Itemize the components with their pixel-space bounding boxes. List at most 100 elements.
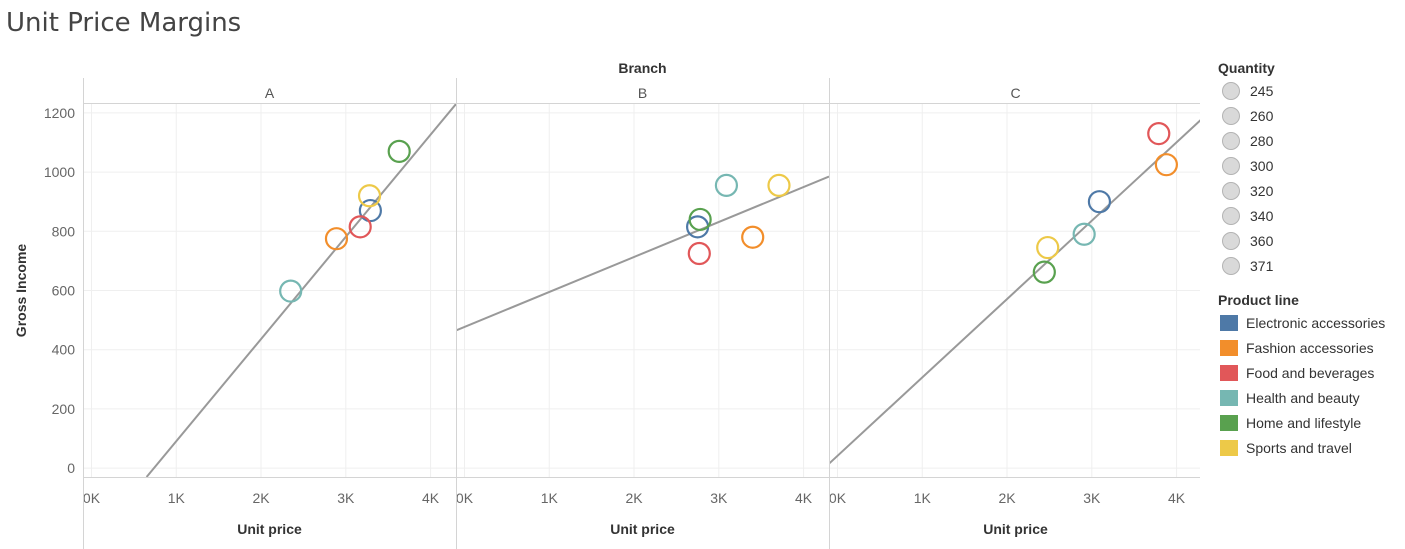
size-legend-label: 360 (1250, 232, 1274, 249)
size-legend-label: 260 (1250, 107, 1274, 124)
color-swatch (1220, 389, 1238, 406)
size-circle-icon (1222, 181, 1240, 200)
panel-A: A 0K 1K 2K 3K 4K Unit price (83, 85, 456, 537)
color-swatch (1220, 364, 1238, 381)
data-point (358, 198, 382, 223)
x-tick-label: 1K (914, 490, 932, 506)
color-legend-title: Product line (1218, 292, 1299, 308)
x-tick-label: 4K (422, 490, 440, 506)
y-tick-label: 0 (67, 460, 75, 476)
color-swatch (1220, 314, 1238, 331)
color-legend-item[interactable]: Fashion accessories (1218, 335, 1405, 360)
size-circle-icon (1222, 81, 1240, 100)
size-legend-label: 371 (1250, 257, 1274, 274)
size-legend-label: 280 (1250, 132, 1274, 149)
data-point (687, 241, 711, 266)
panel-header-C: C (1010, 85, 1020, 101)
data-point (1036, 235, 1060, 260)
data-point (1147, 122, 1171, 146)
size-circle-icon (1222, 106, 1240, 125)
size-legend-item[interactable]: 320 (1218, 178, 1405, 203)
color-legend-label: Food and beverages (1246, 364, 1375, 381)
x-tick-label: 1K (168, 490, 186, 506)
data-point (348, 215, 372, 239)
y-tick-label: 1000 (44, 164, 75, 180)
color-legend-item[interactable]: Sports and travel (1218, 435, 1405, 460)
size-circle-icon (1222, 131, 1240, 150)
x-tick-label: 4K (795, 490, 813, 506)
x-tick-label: 3K (710, 490, 728, 506)
size-legend-title: Quantity (1218, 60, 1275, 76)
size-legend-item[interactable]: 300 (1218, 153, 1405, 178)
color-legend-label: Sports and travel (1246, 439, 1352, 456)
y-tick-label: 600 (52, 283, 76, 299)
color-legend-item[interactable]: Health and beauty (1218, 385, 1405, 410)
size-legend-item[interactable]: 260 (1218, 103, 1405, 128)
size-circle-icon (1222, 206, 1240, 225)
x-tick-label: 2K (252, 490, 270, 506)
trend-line-C (829, 119, 1200, 465)
size-legend-label: 300 (1250, 157, 1274, 174)
size-legend-label: 320 (1250, 182, 1274, 199)
size-legend-item[interactable]: 245 (1218, 78, 1405, 103)
color-legend: Electronic accessories Fashion accessorie… (1218, 310, 1405, 460)
data-point (1087, 190, 1112, 214)
panel-header-B: B (638, 85, 647, 101)
size-circle-icon (1222, 256, 1240, 275)
size-legend-label: 340 (1250, 207, 1274, 224)
y-tick-label: 400 (52, 342, 76, 358)
data-point (1032, 260, 1056, 284)
x-tick-label: 4K (1168, 490, 1186, 506)
trend-line-B (456, 175, 829, 332)
x-tick-label: 3K (1083, 490, 1101, 506)
color-swatch (1220, 339, 1238, 356)
color-legend-label: Health and beauty (1246, 389, 1360, 406)
x-tick-label: 0K (829, 490, 847, 506)
data-point (1072, 222, 1096, 246)
color-legend-item[interactable]: Home and lifestyle (1218, 410, 1405, 435)
color-legend-item[interactable]: Food and beverages (1218, 360, 1405, 385)
panel-header-A: A (265, 85, 275, 101)
size-legend: 245 260 280 300 320 340 360 371 (1218, 78, 1405, 278)
scatter-chart: Branch Gross Income 0 200 400 600 800 1000 1200 A… (13, 60, 1200, 549)
data-point (324, 227, 349, 251)
data-point (741, 225, 765, 249)
y-tick-label: 200 (52, 401, 76, 417)
color-legend-label: Electronic accessories (1246, 314, 1386, 331)
legend: Quantity 245 260 280 300 320 340 360 371 Produc… (1218, 60, 1405, 460)
x-tick-label: 3K (337, 490, 355, 506)
data-point (688, 207, 712, 232)
x-tick-label: 0K (456, 490, 474, 506)
x-tick-label: 1K (541, 490, 559, 506)
size-legend-item[interactable]: 280 (1218, 128, 1405, 153)
size-circle-icon (1222, 156, 1240, 175)
x-axis-label: Unit price (237, 521, 302, 537)
size-legend-label: 245 (1250, 82, 1274, 99)
column-header: Branch (618, 60, 666, 76)
x-tick-label: 0K (83, 490, 101, 506)
y-tick-label: 800 (52, 223, 76, 239)
size-legend-item[interactable]: 360 (1218, 228, 1405, 253)
x-tick-label: 2K (625, 490, 643, 506)
x-axis-label: Unit price (610, 521, 675, 537)
color-legend-label: Home and lifestyle (1246, 414, 1362, 431)
color-swatch (1220, 439, 1238, 456)
data-point (767, 173, 791, 198)
x-axis-label: Unit price (983, 521, 1048, 537)
data-point (714, 173, 739, 198)
y-axis-label: Gross Income (13, 244, 29, 338)
size-circle-icon (1222, 231, 1240, 250)
color-legend-item[interactable]: Electronic accessories (1218, 310, 1405, 335)
data-point (357, 184, 382, 208)
panel-C: C 0K 1K 2K 3K 4K Unit price (829, 85, 1200, 537)
data-point (279, 279, 303, 303)
size-legend-item[interactable]: 340 (1218, 203, 1405, 228)
y-tick-label: 1200 (44, 105, 75, 121)
page-title: Unit Price Margins (6, 8, 242, 38)
x-tick-label: 2K (998, 490, 1016, 506)
color-swatch (1220, 414, 1238, 431)
data-point (387, 139, 411, 163)
data-point (1154, 153, 1178, 177)
size-legend-item[interactable]: 371 (1218, 253, 1405, 278)
panel-B: B 0K 1K 2K 3K 4K Unit price (456, 85, 829, 537)
